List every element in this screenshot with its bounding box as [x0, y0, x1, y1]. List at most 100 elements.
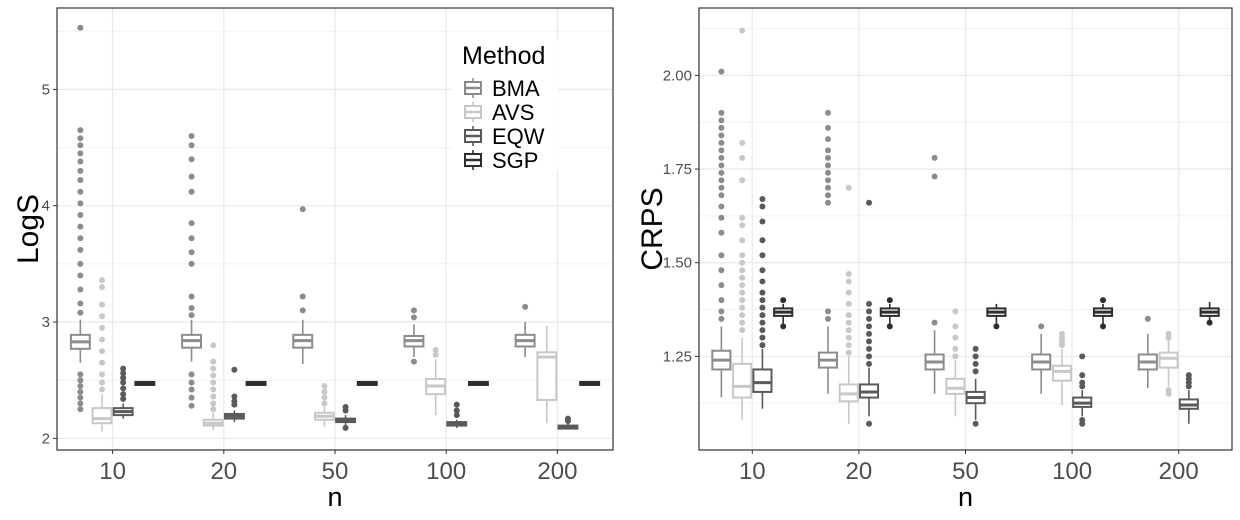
crps-xtick-label: 10 — [739, 458, 766, 485]
outlier-point — [866, 420, 873, 427]
crps-xtick-label: 100 — [1052, 458, 1092, 485]
outlier-point — [845, 300, 852, 307]
outlier-point — [931, 319, 938, 326]
outlier-point — [718, 177, 725, 184]
outlier-point — [759, 319, 766, 326]
crps-box-bma-200 — [1137, 315, 1158, 389]
outlier-point — [739, 214, 746, 221]
box-body — [732, 362, 753, 399]
outlier-point — [453, 407, 460, 414]
outlier-point — [759, 218, 766, 225]
logs-box-eqw-100 — [446, 401, 468, 428]
outlier-point — [77, 260, 84, 267]
outlier-point — [77, 383, 84, 390]
outlier-point — [824, 147, 831, 154]
outlier-point — [759, 304, 766, 311]
outlier-point — [824, 308, 831, 315]
outlier-point — [188, 371, 195, 378]
outlier-point — [188, 402, 195, 409]
outlier-point — [718, 267, 725, 274]
outlier-point — [718, 162, 725, 169]
outlier-point — [718, 132, 725, 139]
box-body — [1051, 364, 1073, 382]
outlier-point — [739, 154, 746, 161]
outlier-point — [972, 345, 979, 352]
outlier-point — [866, 338, 873, 345]
outlier-point — [77, 246, 84, 253]
outlier-point — [1079, 353, 1086, 360]
logs-xtick-label: 200 — [537, 458, 577, 485]
outlier-point — [739, 297, 746, 304]
logs-box-bma-20 — [181, 132, 203, 409]
outlier-point — [845, 342, 852, 349]
outlier-point — [77, 223, 84, 230]
outlier-point — [188, 386, 195, 393]
outlier-point — [718, 109, 725, 116]
outlier-point — [77, 377, 84, 384]
logs-box-avs-10 — [91, 277, 113, 432]
outlier-point — [77, 177, 84, 184]
outlier-point — [759, 334, 766, 341]
legend-title: Method — [462, 42, 545, 70]
outlier-point — [866, 330, 873, 337]
outlier-point — [410, 307, 417, 314]
outlier-point — [718, 308, 725, 315]
outlier-point — [739, 139, 746, 146]
box-body — [752, 368, 773, 393]
outlier-point — [120, 365, 127, 372]
outlier-point — [77, 272, 84, 279]
logs-ytick-label: 5 — [42, 81, 50, 98]
outlier-point — [342, 424, 349, 431]
logs-box-sgp-50 — [356, 380, 378, 386]
outlier-point — [77, 235, 84, 242]
outlier-point — [718, 229, 725, 236]
outlier-point — [188, 132, 195, 139]
logs-box-sgp-10 — [134, 380, 156, 386]
outlier-point — [99, 386, 106, 393]
outlier-point — [1100, 323, 1107, 330]
outlier-point — [321, 394, 328, 401]
outlier-point — [718, 192, 725, 199]
logs-xtick-label: 20 — [210, 458, 237, 485]
outlier-point — [718, 297, 725, 304]
logs-xtick-label: 10 — [99, 458, 126, 485]
outlier-point — [739, 267, 746, 274]
legend-key-eqw: EQW — [464, 124, 545, 149]
crps-box-bma-50 — [924, 154, 945, 394]
outlier-point — [718, 68, 725, 75]
outlier-point — [231, 401, 238, 408]
outlier-point — [77, 200, 84, 207]
outlier-point — [952, 323, 959, 330]
legend-key-sgp: SGP — [464, 148, 538, 173]
outlier-point — [824, 124, 831, 131]
outlier-point — [759, 203, 766, 210]
logs-box-sgp-200 — [579, 380, 601, 386]
outlier-point — [120, 391, 127, 398]
outlier-point — [77, 394, 84, 401]
outlier-point — [188, 379, 195, 386]
outlier-point — [886, 323, 893, 330]
outlier-point — [824, 136, 831, 143]
crps-box-bma-20 — [817, 109, 839, 394]
outlier-point — [845, 312, 852, 319]
outlier-point — [522, 303, 529, 310]
crps-ytick-label: 1.25 — [663, 348, 692, 365]
crps-panel: 1.25 1.50 1.75 2.00 10 20 50 100 200 n CRPS — [636, 7, 1233, 512]
outlier-point — [972, 360, 979, 367]
crps-box-sgp-50 — [986, 303, 1007, 330]
outlier-point — [77, 371, 84, 378]
outlier-point — [824, 199, 831, 206]
crps-x-axis-title: n — [958, 482, 973, 512]
outlier-point — [718, 154, 725, 161]
crps-box-sgp-200 — [1199, 302, 1220, 326]
outlier-point — [1058, 342, 1065, 349]
crps-xtick-label: 200 — [1159, 458, 1199, 485]
crps-box-eqw-100 — [1072, 353, 1093, 427]
logs-box-eqw-50 — [335, 403, 357, 431]
legend-label-bma: BMA — [492, 76, 540, 101]
outlier-point — [188, 142, 195, 149]
outlier-point — [188, 156, 195, 163]
crps-ytick-label: 1.50 — [663, 255, 692, 272]
outlier-point — [739, 252, 746, 259]
legend-label-eqw: EQW — [492, 124, 545, 149]
